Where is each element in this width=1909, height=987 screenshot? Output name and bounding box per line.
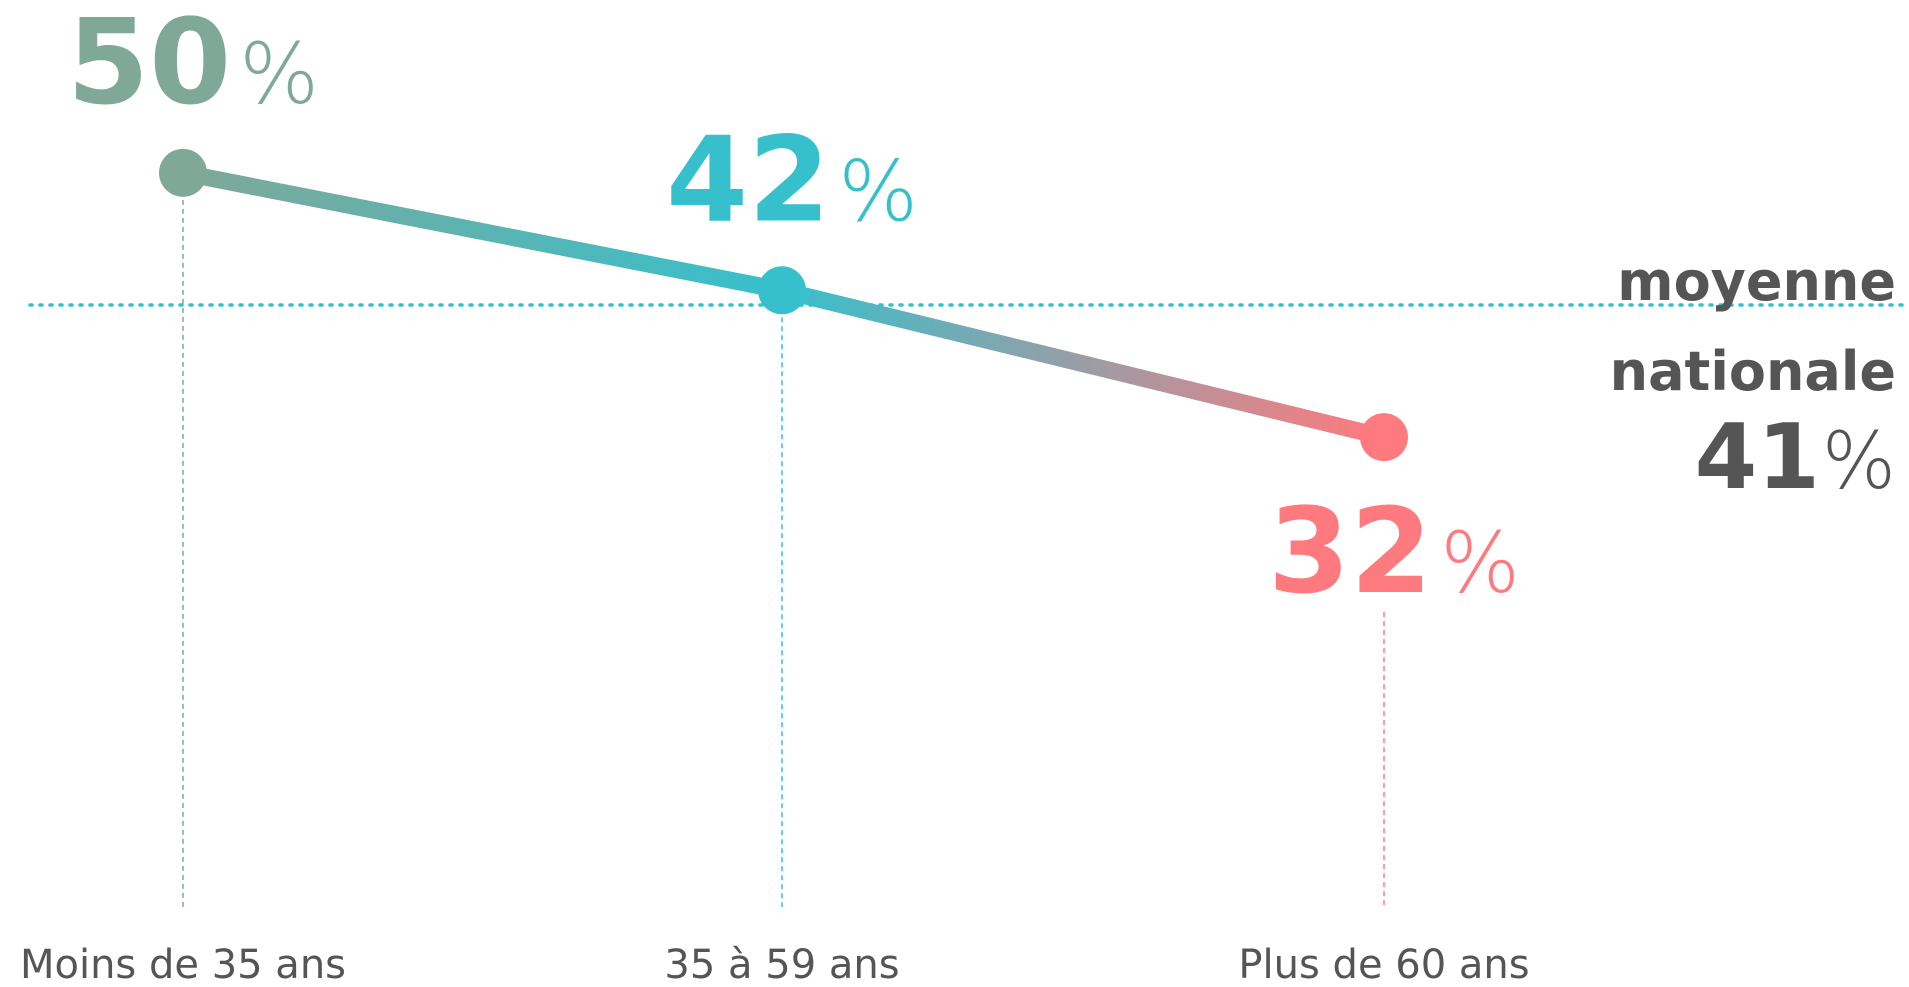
- x-tick-label: Plus de 60 ans: [1238, 942, 1529, 987]
- data-point: [758, 266, 806, 315]
- average-label: nationale: [1610, 340, 1896, 403]
- value-label: 50%: [67, 0, 319, 131]
- value-label: 32%: [1268, 482, 1520, 620]
- data-point: [159, 148, 207, 197]
- average-label: moyenne: [1617, 250, 1896, 313]
- data-point: [1360, 413, 1408, 462]
- average-value: 41%: [1695, 405, 1896, 510]
- x-tick-label: Moins de 35 ans: [20, 942, 346, 987]
- x-tick-label: 35 à 59 ans: [664, 942, 899, 987]
- value-label: 42%: [666, 110, 918, 248]
